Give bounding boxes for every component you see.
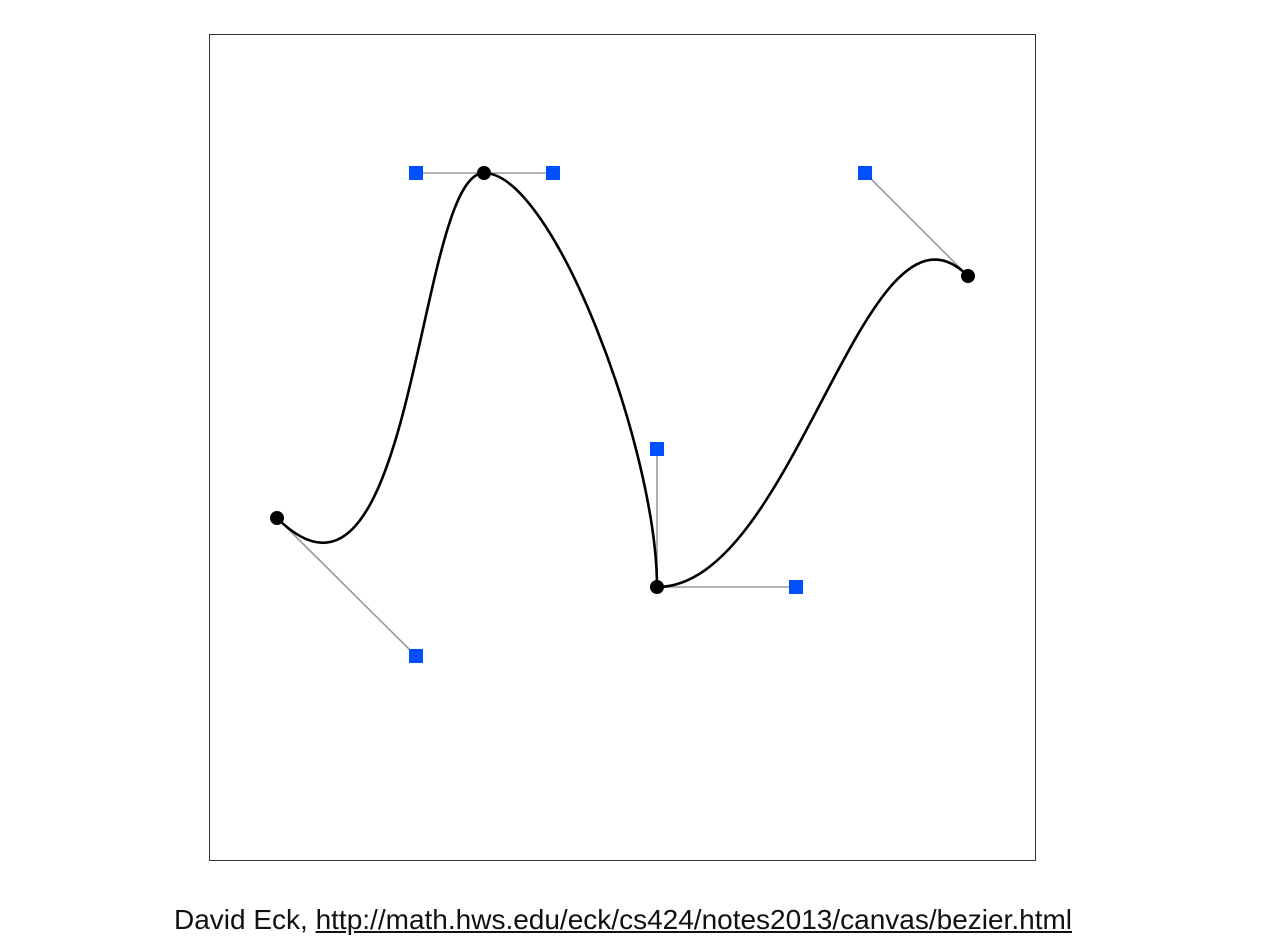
anchor-point[interactable] [961,269,975,283]
control-point[interactable] [858,166,872,180]
caption-link[interactable]: http://math.hws.edu/eck/cs424/notes2013/… [315,904,1073,935]
control-point[interactable] [409,649,423,663]
handle-line [864,172,969,277]
control-point[interactable] [789,580,803,594]
control-point[interactable] [650,442,664,456]
bezier-canvas[interactable] [209,34,1036,861]
caption-author: David Eck, [173,904,316,935]
bezier-curve [276,171,969,589]
control-point[interactable] [546,166,560,180]
control-point[interactable] [409,166,423,180]
anchor-point[interactable] [650,580,664,594]
anchor-point[interactable] [270,511,284,525]
caption: David Eck, http://math.hws.edu/eck/cs424… [0,900,1246,940]
anchor-point[interactable] [477,166,491,180]
bezier-drawing[interactable] [210,35,1035,860]
handle-line [276,517,417,657]
